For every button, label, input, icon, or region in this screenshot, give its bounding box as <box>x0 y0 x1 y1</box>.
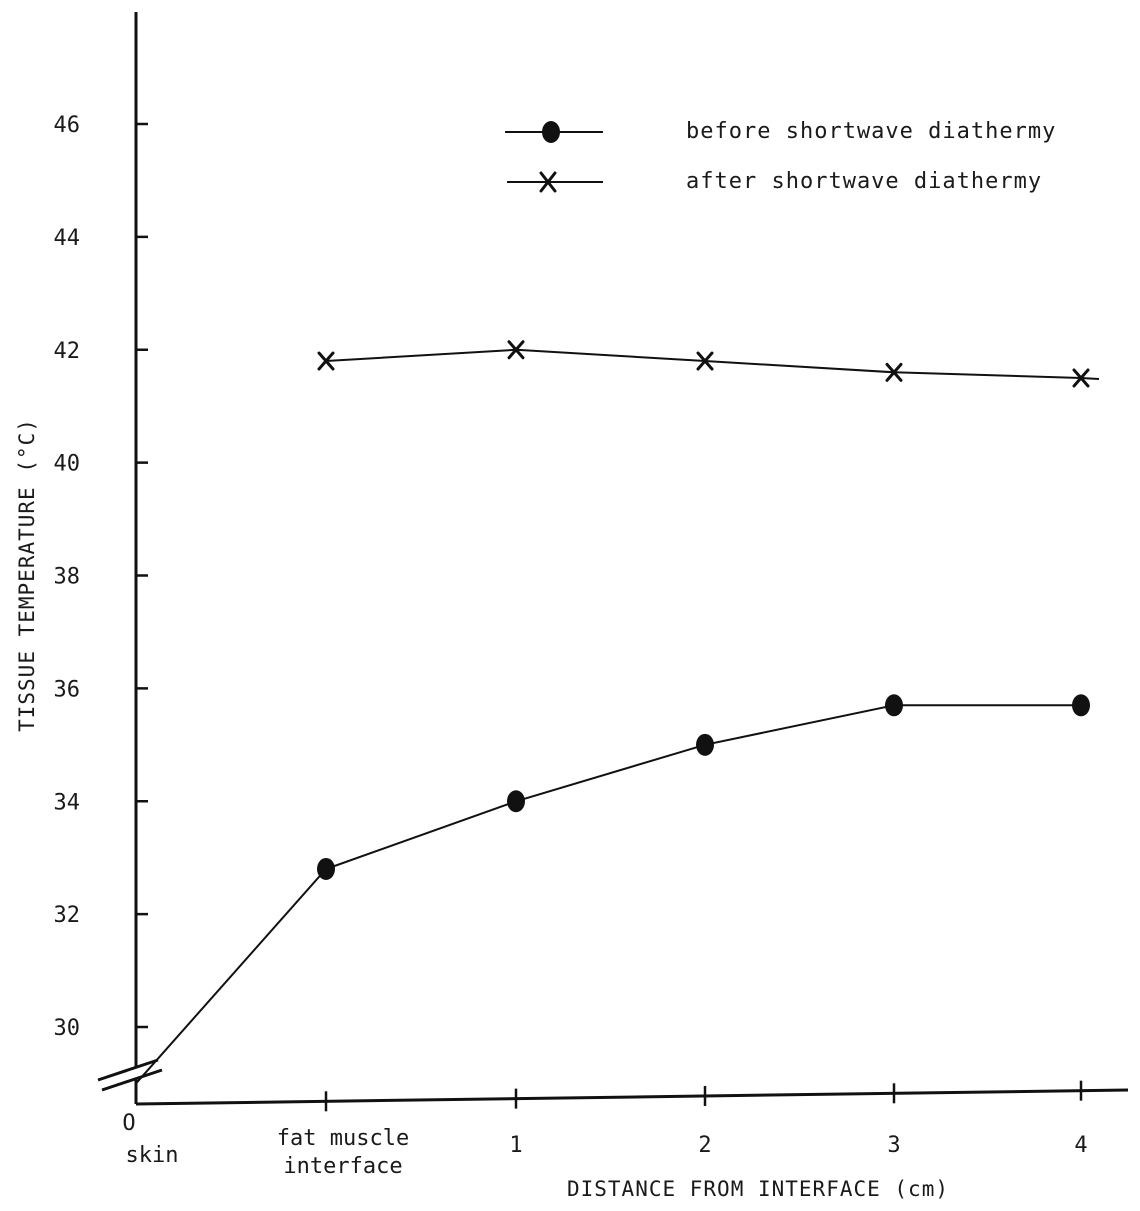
y-tick-label: 30 <box>54 1016 81 1041</box>
legend-item: before shortwave diathermy <box>505 119 1056 144</box>
axes <box>97 12 1129 1106</box>
x-axis-origin-label: O <box>122 1111 135 1136</box>
y-axis-break <box>97 1058 163 1092</box>
data-point <box>696 733 714 756</box>
x-tick-label: 1 <box>509 1133 522 1158</box>
series-2 <box>317 340 1100 388</box>
y-tick-label: 34 <box>54 790 81 815</box>
x-axis-ticks: skin fat muscle interface 1 2 3 4 <box>126 1080 1088 1179</box>
y-tick-label: 44 <box>54 226 81 251</box>
y-tick-label: 32 <box>54 903 81 928</box>
y-tick-label: 38 <box>54 565 81 590</box>
y-tick-label: 42 <box>54 339 81 364</box>
x-tick-label: fat muscle interface <box>277 1126 409 1179</box>
data-point <box>885 694 903 717</box>
legend-item: after shortwave diathermy <box>507 169 1042 194</box>
x-axis-label: DISTANCE FROM INTERFACE (cm) <box>567 1177 949 1201</box>
x-tick-label: 4 <box>1074 1133 1087 1158</box>
legend-marker-dot <box>542 121 560 143</box>
series-line <box>325 348 1100 380</box>
x-tick-label: 3 <box>887 1133 900 1158</box>
data-point <box>885 362 903 382</box>
y-tick-label: 40 <box>54 452 81 477</box>
y-axis-label: TISSUE TEMPERATURE (°C) <box>15 418 39 732</box>
legend-marker-x <box>539 171 557 193</box>
series-layer <box>135 340 1100 1085</box>
data-point <box>1072 368 1090 388</box>
data-point <box>507 340 525 360</box>
y-tick-label: 36 <box>54 677 81 702</box>
data-point <box>696 351 714 371</box>
data-point <box>507 790 525 813</box>
data-point <box>1072 694 1090 717</box>
y-axis-ticks: 30 32 34 36 38 40 42 44 46 <box>54 113 148 1041</box>
data-point <box>317 351 335 371</box>
data-point <box>317 857 335 880</box>
x-tick-label: 2 <box>698 1133 711 1158</box>
legend-label: after shortwave diathermy <box>686 169 1042 194</box>
series-1 <box>135 694 1090 1085</box>
series-line <box>135 704 1081 1085</box>
y-tick-label: 46 <box>54 113 81 138</box>
x-tick-label: skin <box>126 1143 179 1168</box>
legend: before shortwave diathermy after shortwav… <box>505 119 1056 194</box>
legend-label: before shortwave diathermy <box>686 119 1056 144</box>
x-axis-line <box>135 1088 1129 1106</box>
